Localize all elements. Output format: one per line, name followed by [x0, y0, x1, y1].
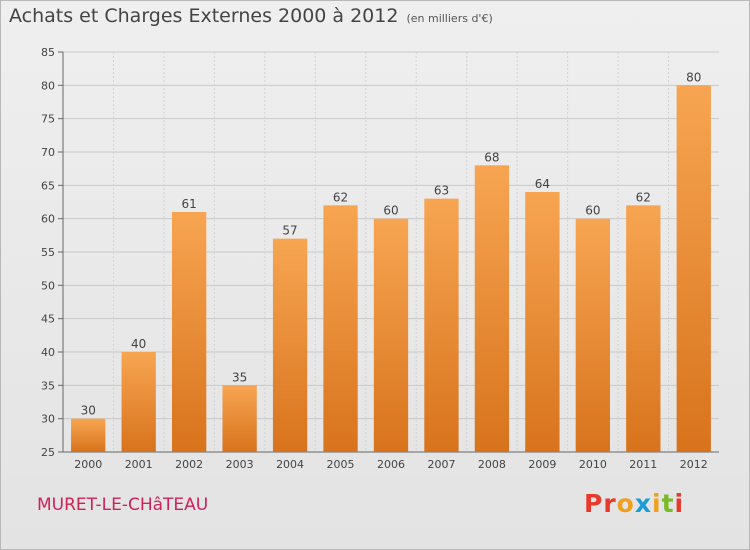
logo-letter: i: [652, 489, 662, 518]
logo-letter: t: [661, 489, 675, 518]
y-tick-label: 85: [41, 46, 55, 59]
x-tick-label: 2012: [680, 458, 708, 471]
x-tick-label: 2010: [579, 458, 607, 471]
x-tick-label: 2002: [175, 458, 203, 471]
data-label: 62: [333, 190, 348, 204]
x-tick-label: 2006: [377, 458, 405, 471]
y-tick-label: 55: [41, 246, 55, 259]
x-tick-label: 2011: [629, 458, 657, 471]
bar-2008[interactable]: [474, 165, 510, 453]
bar-2005[interactable]: [323, 205, 358, 452]
y-tick-label: 25: [41, 446, 55, 459]
data-label: 62: [636, 190, 651, 204]
bar-2002[interactable]: [171, 212, 207, 452]
logo-letter: i: [674, 489, 685, 518]
data-labels: 30 40 61 35 57 62 60 63 68 64 60 62 80: [81, 70, 702, 417]
proxiti-logo[interactable]: Proxiti: [584, 489, 684, 518]
y-tick-label: 35: [41, 379, 55, 392]
data-label: 60: [585, 204, 600, 218]
bar-2000[interactable]: [71, 418, 106, 452]
bar-2010[interactable]: [575, 218, 611, 452]
y-tick-label: 40: [41, 346, 55, 359]
data-label: 30: [81, 404, 96, 418]
x-tick-label: 2000: [74, 458, 102, 471]
bar-2011[interactable]: [626, 205, 661, 452]
data-label: 57: [282, 224, 297, 238]
x-tick-label: 2008: [478, 458, 506, 471]
city-name: MURET-LE-CHâTEAU: [37, 495, 209, 515]
y-tick-label: 75: [41, 113, 55, 126]
data-label: 63: [434, 184, 449, 198]
chart-title-text: Achats et Charges Externes 2000 à 2012: [9, 5, 399, 27]
x-tick-label: 2009: [528, 458, 556, 471]
y-tick-label: 70: [41, 146, 55, 159]
x-tick-label: 2007: [427, 458, 455, 471]
x-tick-label: 2004: [276, 458, 304, 471]
logo-letter: o: [616, 489, 635, 518]
bars: [71, 85, 711, 453]
chart-unit: (en milliers d'€): [406, 12, 493, 25]
bar-2006[interactable]: [373, 218, 409, 452]
logo-letter: x: [634, 489, 652, 518]
bar-2004[interactable]: [272, 238, 308, 452]
x-tick-label: 2005: [327, 458, 355, 471]
data-label: 64: [535, 177, 550, 191]
data-label: 40: [131, 337, 146, 351]
logo-letter: P: [584, 489, 604, 518]
y-tick-label: 60: [41, 213, 55, 226]
x-tick-label: 2001: [125, 458, 153, 471]
y-tick-label: 45: [41, 313, 55, 326]
data-label: 60: [383, 204, 398, 218]
data-label: 80: [686, 70, 701, 84]
y-tick-label: 50: [41, 279, 55, 292]
bar-2012[interactable]: [676, 85, 711, 452]
data-label: 61: [182, 197, 197, 211]
y-tick-label: 65: [41, 179, 55, 192]
bar-2001[interactable]: [121, 352, 156, 452]
bar-2007[interactable]: [424, 198, 459, 452]
logo-letter: r: [603, 489, 617, 518]
y-tick-label: 80: [41, 79, 55, 92]
bar-2009[interactable]: [525, 192, 560, 452]
data-label: 35: [232, 370, 247, 384]
chart-title: Achats et Charges Externes 2000 à 2012 (e…: [9, 5, 493, 27]
data-label: 68: [484, 150, 499, 164]
y-tick-label: 30: [41, 413, 55, 426]
bar-2003[interactable]: [222, 385, 257, 452]
x-tick-label: 2003: [226, 458, 254, 471]
